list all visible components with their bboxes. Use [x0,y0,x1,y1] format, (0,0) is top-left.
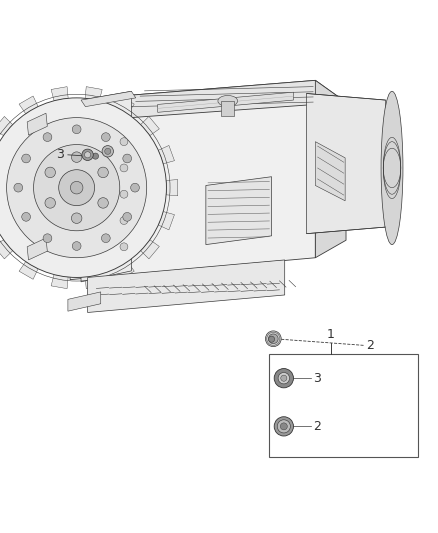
Polygon shape [115,262,134,279]
Circle shape [92,153,99,159]
Polygon shape [0,240,13,259]
Polygon shape [166,180,178,196]
Polygon shape [70,80,346,120]
Circle shape [120,138,128,146]
Polygon shape [70,80,315,280]
Circle shape [102,133,110,141]
Polygon shape [81,91,136,107]
Circle shape [59,169,95,206]
Polygon shape [85,274,102,289]
Polygon shape [27,238,47,260]
Circle shape [274,417,293,436]
Text: 1: 1 [327,328,335,341]
Text: 2: 2 [313,420,321,433]
Circle shape [120,190,128,198]
Polygon shape [206,177,272,245]
Circle shape [71,213,82,223]
Polygon shape [141,116,159,135]
Polygon shape [85,87,102,101]
Text: 2: 2 [366,339,374,352]
Circle shape [71,152,82,163]
Polygon shape [81,91,131,282]
Text: 3: 3 [56,148,64,161]
Circle shape [102,234,110,243]
Circle shape [98,198,108,208]
Circle shape [98,167,108,177]
Circle shape [268,336,275,342]
Circle shape [72,241,81,251]
Polygon shape [68,292,101,311]
Polygon shape [51,274,68,289]
Polygon shape [315,142,345,201]
Circle shape [0,98,166,278]
Polygon shape [0,116,13,135]
Circle shape [281,375,287,381]
Circle shape [120,243,128,251]
Circle shape [277,420,290,433]
Polygon shape [27,113,47,135]
Circle shape [7,118,147,257]
Circle shape [72,125,81,134]
Circle shape [131,183,139,192]
Circle shape [43,234,52,243]
Circle shape [274,368,293,388]
Polygon shape [88,260,285,312]
Ellipse shape [381,91,403,245]
Circle shape [22,213,31,221]
Polygon shape [221,101,234,116]
Circle shape [123,154,131,163]
Polygon shape [51,87,68,101]
Polygon shape [307,93,385,233]
Circle shape [278,373,290,384]
Circle shape [105,148,111,155]
Circle shape [45,198,56,208]
Polygon shape [141,240,159,259]
Circle shape [120,216,128,224]
Circle shape [102,146,113,157]
Circle shape [71,181,83,194]
Polygon shape [315,80,346,258]
Ellipse shape [218,95,237,107]
Polygon shape [19,262,38,279]
Polygon shape [158,212,174,230]
Polygon shape [158,92,293,112]
Polygon shape [19,96,38,114]
Circle shape [82,149,93,160]
Circle shape [85,152,91,158]
Circle shape [22,154,31,163]
Circle shape [45,167,56,177]
Polygon shape [158,146,174,164]
Text: 3: 3 [313,372,321,385]
Circle shape [123,213,131,221]
Circle shape [34,144,120,231]
Circle shape [265,331,281,346]
Circle shape [14,183,23,192]
Circle shape [120,164,128,172]
Circle shape [268,334,278,344]
Polygon shape [115,96,134,114]
Circle shape [280,423,287,430]
Circle shape [43,133,52,141]
FancyBboxPatch shape [269,354,418,457]
